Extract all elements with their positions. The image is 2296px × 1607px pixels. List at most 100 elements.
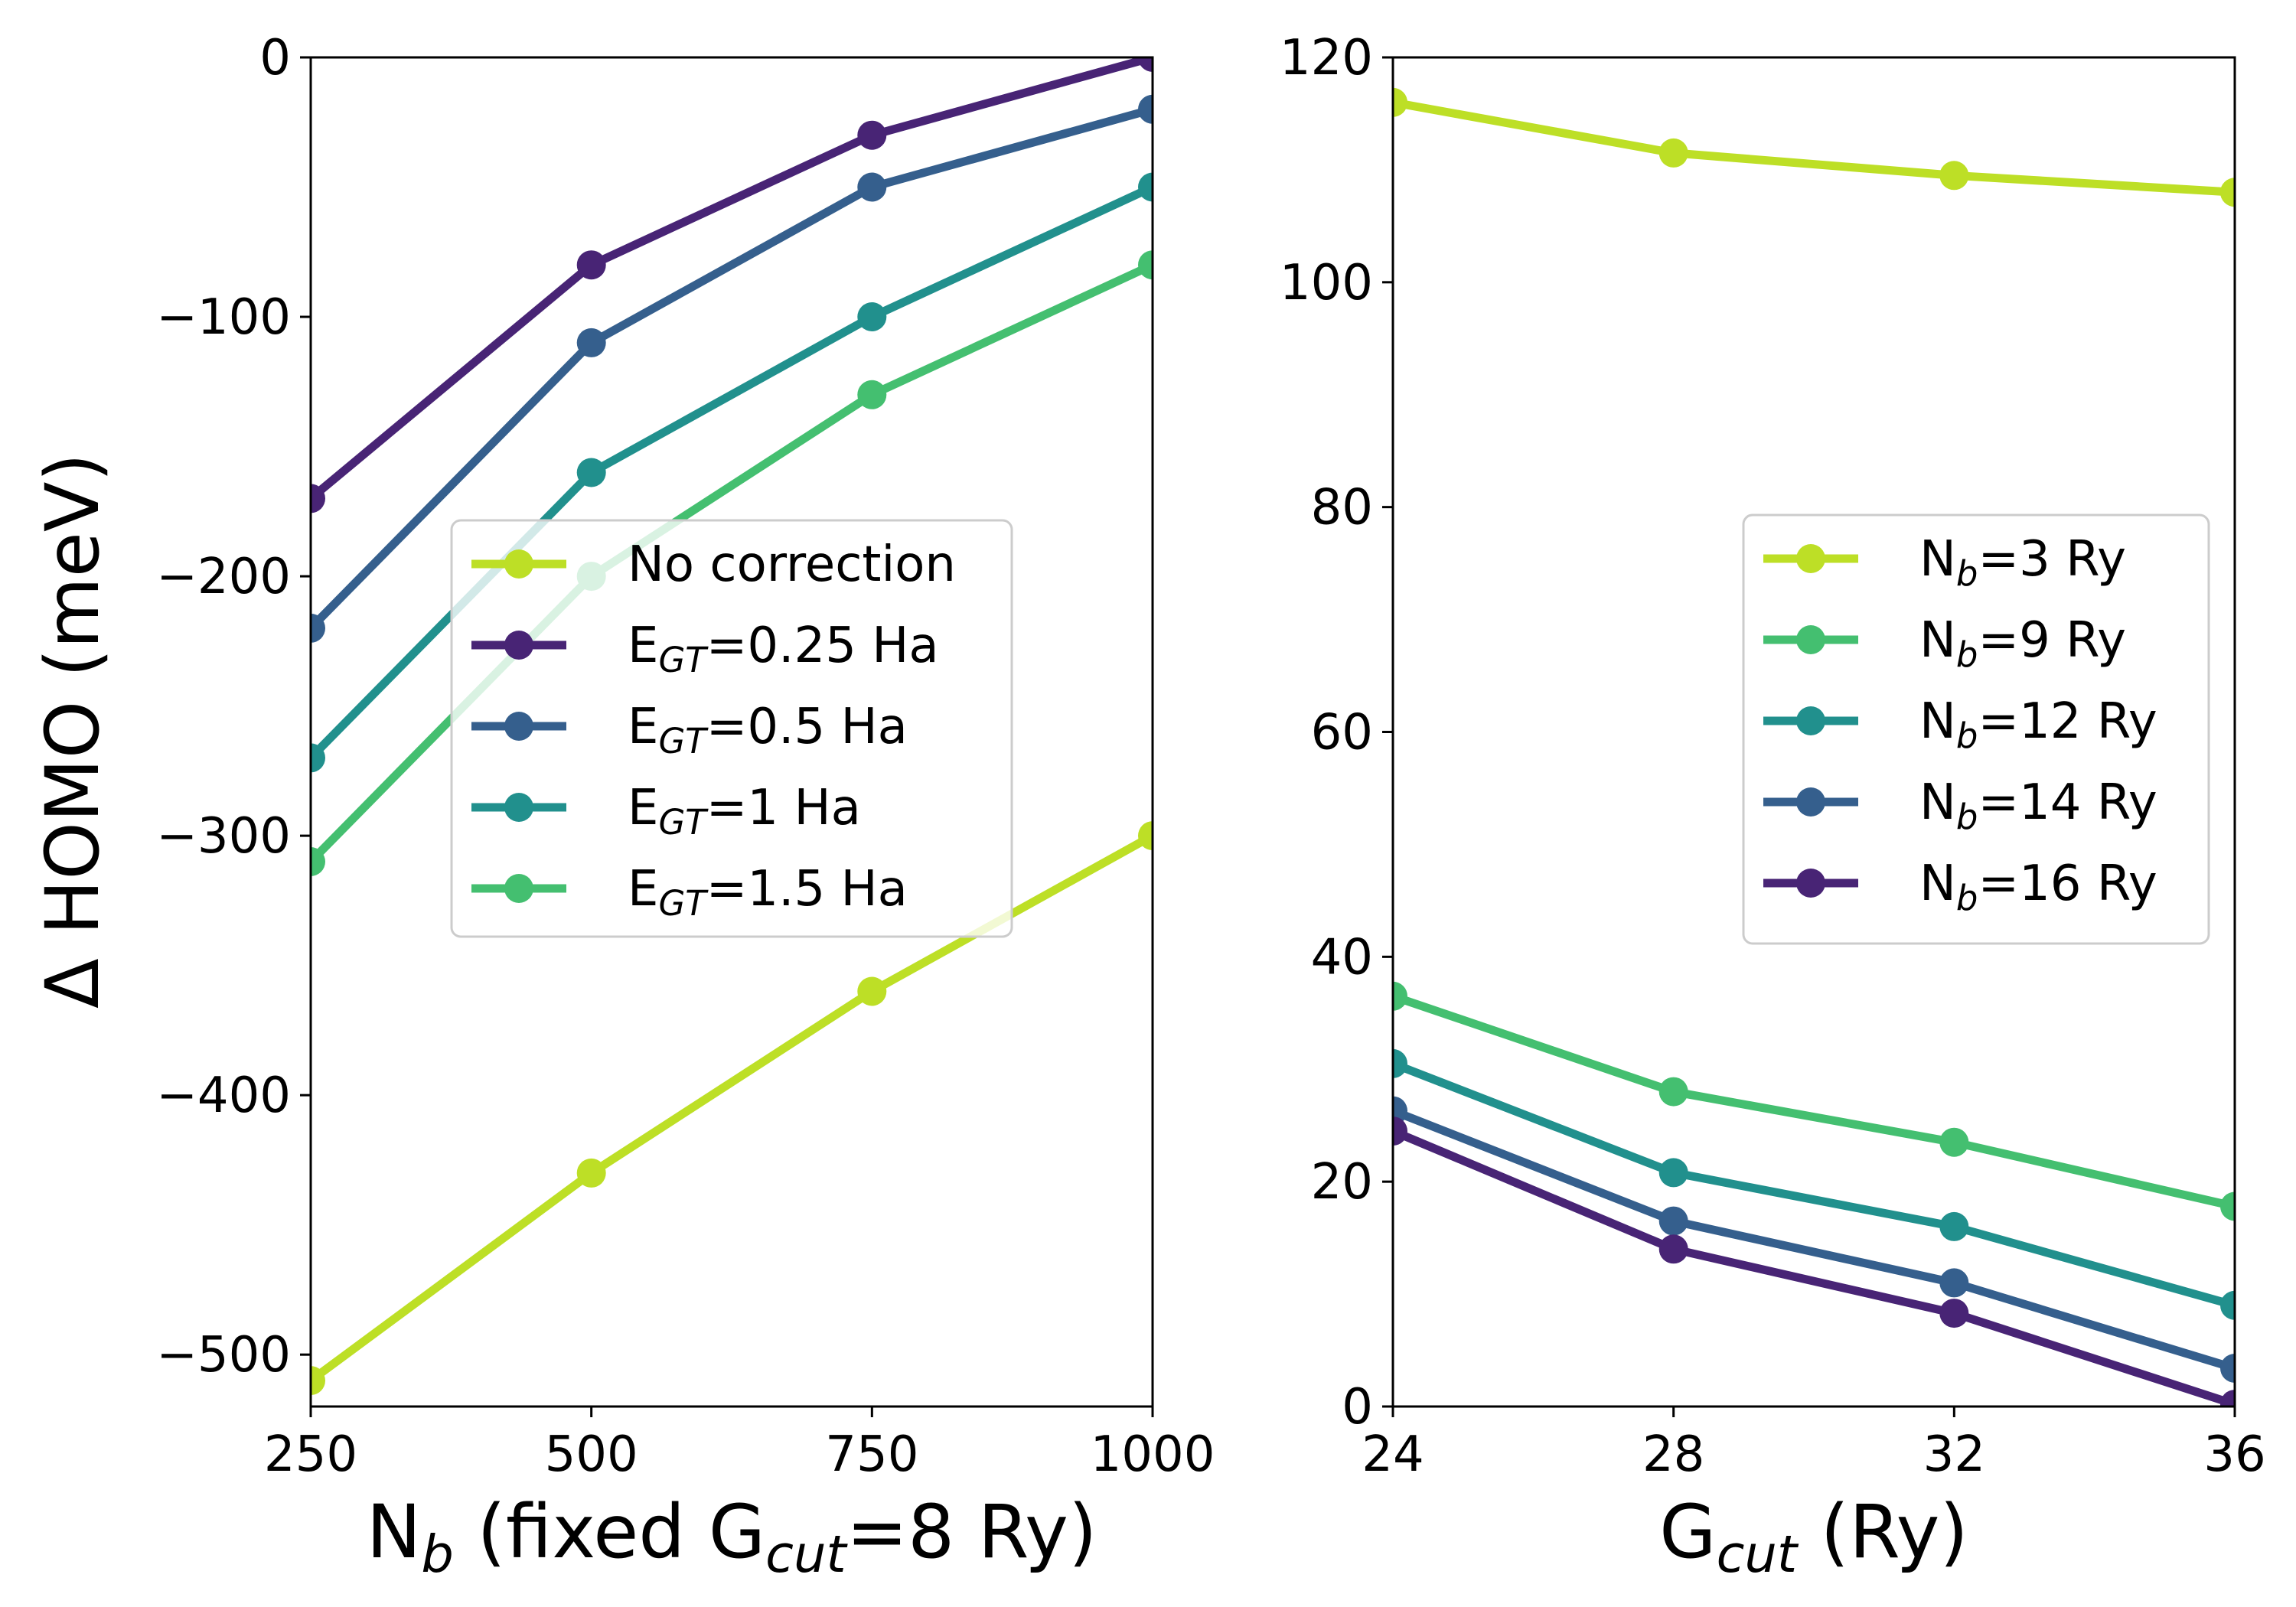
legend-label: Nb=14 Ry: [1919, 774, 2157, 837]
legend-frame: [450, 519, 1013, 938]
data-point: [857, 380, 887, 409]
legend-item: Nb=9 Ry: [1763, 612, 2126, 675]
data-point: [1939, 1299, 1969, 1328]
data-point: [2220, 178, 2235, 207]
y-tick-label: 0: [259, 30, 291, 86]
y-tick-label: 120: [1280, 30, 1373, 86]
data-point: [576, 458, 606, 487]
data-point: [576, 328, 606, 357]
legend-item: EGT=0.25 Ha: [471, 618, 939, 680]
data-point: [1658, 1206, 1688, 1236]
data-point: [1939, 1268, 1969, 1298]
x-axis-label: Gcut (Ry): [1659, 1489, 1968, 1584]
legend-label: EGT=1 Ha: [628, 780, 861, 843]
x-tick-label: 28: [1642, 1426, 1704, 1483]
y-tick-label: −100: [156, 289, 291, 346]
x-tick-label: 32: [1923, 1426, 1985, 1483]
data-point: [1939, 161, 1969, 191]
x-tick-label: 250: [264, 1426, 357, 1483]
legend: No correction EGT=0.25 Ha EGT=0.5 Ha EGT=1 …: [450, 519, 1013, 938]
legend-swatch-marker: [504, 874, 533, 903]
data-point: [1939, 1127, 1969, 1157]
axes-frame: [309, 56, 1154, 1408]
y-axis-label: Δ HOMO (meV): [30, 453, 116, 1009]
x-axis-label: Nb (fixed Gcut=8 Ry): [367, 1489, 1097, 1584]
legend-swatch-marker: [504, 549, 533, 579]
legend-item: Nb=3 Ry: [1763, 531, 2126, 594]
data-point: [311, 847, 325, 876]
series-line: [311, 105, 1153, 631]
data-point: [2220, 1390, 2235, 1407]
data-point: [311, 484, 325, 513]
y-tick-label: 0: [1342, 1379, 1373, 1436]
y-tick-label: 80: [1311, 480, 1373, 536]
legend-swatch-marker: [1796, 544, 1825, 573]
legend-swatch-marker: [1796, 787, 1825, 817]
y-tick-label: −500: [156, 1327, 291, 1384]
series-line: [1393, 98, 2235, 197]
legend-label: EGT=0.5 Ha: [628, 699, 908, 761]
plot-area: [1393, 87, 2235, 1407]
legend-swatch-marker: [1796, 625, 1825, 654]
data-point: [1138, 250, 1153, 280]
data-point: [576, 250, 606, 280]
data-point: [2220, 1354, 2235, 1383]
data-point: [1658, 138, 1688, 168]
data-point: [1393, 1116, 1407, 1146]
series-line: [1393, 992, 2235, 1211]
data-point: [857, 172, 887, 202]
data-point: [1658, 1234, 1688, 1264]
legend-swatch-marker: [1796, 869, 1825, 898]
legend-label: Nb=16 Ry: [1919, 856, 2157, 918]
data-point: [1138, 821, 1153, 851]
data-point: [576, 1158, 606, 1188]
x-tick-label: 1000: [1091, 1426, 1215, 1483]
legend-label: Nb=9 Ry: [1919, 612, 2126, 675]
y-tick-label: −300: [156, 808, 291, 865]
legend-label: Nb=12 Ry: [1919, 693, 2157, 756]
data-point: [311, 1366, 325, 1396]
data-point: [1138, 94, 1153, 124]
legend-frame: [1742, 513, 2210, 945]
legend-item: EGT=0.5 Ha: [471, 699, 908, 761]
legend-item: Nb=14 Ry: [1763, 774, 2157, 837]
y-tick-label: −400: [156, 1068, 291, 1124]
data-point: [1658, 1158, 1688, 1188]
legend-label: No correction: [628, 536, 956, 593]
legend-swatch-marker: [504, 631, 533, 660]
x-tick-label: 750: [825, 1426, 918, 1483]
y-tick-label: −200: [156, 549, 291, 605]
data-point: [1658, 1077, 1688, 1107]
y-tick-label: 60: [1311, 705, 1373, 761]
legend-label: Nb=3 Ry: [1919, 531, 2126, 594]
data-point: [857, 120, 887, 150]
legend-swatch-marker: [504, 712, 533, 741]
legend-item: No correction: [471, 536, 956, 593]
data-point: [1939, 1211, 1969, 1241]
legend-swatch-marker: [504, 793, 533, 822]
data-point: [1393, 981, 1407, 1011]
series-line: [1393, 1059, 2235, 1310]
data-point: [311, 743, 325, 773]
x-tick-label: 36: [2203, 1426, 2265, 1483]
data-point: [1138, 57, 1153, 72]
data-point: [2220, 1290, 2235, 1320]
series-line: [1393, 1127, 2235, 1407]
data-point: [1393, 87, 1407, 117]
legend-item: Nb=12 Ry: [1763, 693, 2157, 756]
series-line: [311, 57, 1153, 502]
y-tick-label: 40: [1311, 929, 1373, 986]
data-point: [1138, 172, 1153, 202]
data-point: [857, 976, 887, 1006]
y-tick-label: 20: [1311, 1154, 1373, 1211]
legend-label: EGT=1.5 Ha: [628, 861, 908, 924]
data-point: [857, 302, 887, 331]
left-panel: 250 500 750 1000 0 −100 −200 −300 −400 −500 Nb (fi…: [156, 30, 1215, 1584]
legend-label: EGT=0.25 Ha: [628, 618, 939, 680]
data-point: [1393, 1048, 1407, 1078]
legend-item: Nb=16 Ry: [1763, 856, 2157, 918]
legend-swatch-marker: [1796, 706, 1825, 735]
x-tick-label: 500: [545, 1426, 638, 1483]
